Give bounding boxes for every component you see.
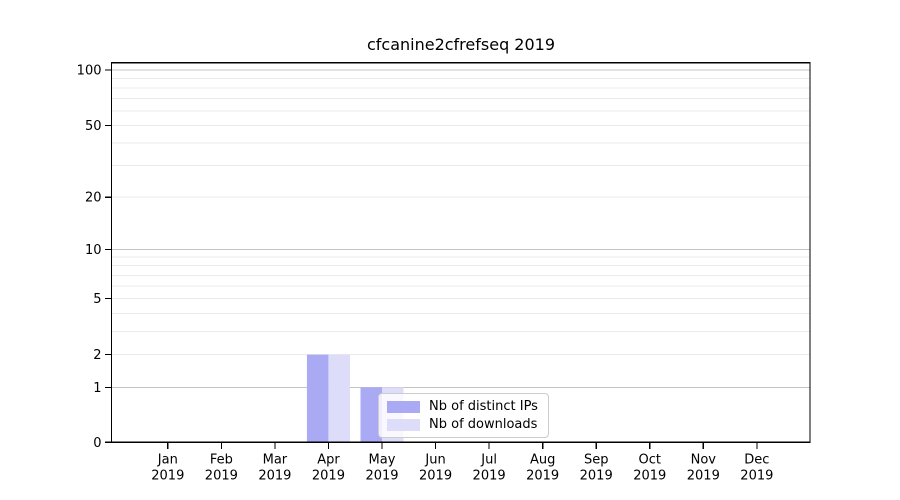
x-tick-label-year: 2019	[580, 468, 613, 483]
legend-swatch-downloads-icon	[387, 418, 420, 431]
legend-item-distinct-ips: Nb of distinct IPs	[387, 399, 538, 414]
legend-label-distinct-ips: Nb of distinct IPs	[429, 399, 538, 414]
y-tick-label: 5	[93, 292, 101, 307]
x-tick-label-year: 2019	[365, 468, 398, 483]
legend-label-downloads: Nb of downloads	[429, 417, 538, 432]
legend: Nb of distinct IPs Nb of downloads	[378, 393, 549, 438]
axes-group: 0125102050100Jan2019Feb2019Mar2019Apr201…	[77, 62, 811, 483]
x-tick-label-year: 2019	[740, 468, 773, 483]
y-tick-label: 0	[93, 436, 101, 451]
x-tick-label-month: Jun	[424, 452, 445, 467]
x-tick-label-month: Apr	[317, 452, 340, 467]
x-tick-label-year: 2019	[633, 468, 666, 483]
plot-border	[110, 62, 811, 443]
x-tick-label-year: 2019	[312, 468, 345, 483]
x-tick-label-month: Jul	[480, 452, 497, 467]
x-tick-label-month: May	[369, 452, 396, 467]
y-tick-label: 10	[85, 243, 102, 258]
bar-distinct-ips-may	[360, 387, 382, 443]
y-tick-label: 2	[93, 348, 101, 363]
x-tick-label-month: Oct	[639, 452, 661, 467]
x-tick-label-month: Aug	[530, 452, 555, 467]
x-tick-label-month: Dec	[744, 452, 769, 467]
x-tick-label-year: 2019	[205, 468, 238, 483]
bar-distinct-ips-apr	[306, 354, 329, 443]
y-tick-label: 20	[85, 191, 102, 206]
x-tick-label-month: Feb	[210, 452, 233, 467]
x-tick-label-year: 2019	[419, 468, 452, 483]
x-tick-label-year: 2019	[526, 468, 559, 483]
x-tick-label-month: Sep	[584, 452, 609, 467]
y-tick-label: 50	[85, 119, 102, 134]
legend-item-downloads: Nb of downloads	[387, 417, 538, 432]
x-tick-label-year: 2019	[258, 468, 291, 483]
x-tick-label-year: 2019	[473, 468, 506, 483]
bar-downloads-apr	[328, 354, 350, 443]
x-tick-label-month: Mar	[263, 452, 288, 467]
x-tick-label-year: 2019	[151, 468, 184, 483]
y-tick-label: 1	[93, 381, 101, 396]
x-tick-label-year: 2019	[687, 468, 720, 483]
legend-swatch-distinct-ips-icon	[387, 400, 420, 413]
x-tick-label-month: Jan	[157, 452, 178, 467]
x-tick-label-month: Nov	[691, 452, 717, 467]
y-tick-label: 100	[77, 64, 102, 79]
chart-title: cfcanine2cfrefseq 2019	[366, 35, 556, 54]
gridlines-group	[111, 69, 810, 388]
